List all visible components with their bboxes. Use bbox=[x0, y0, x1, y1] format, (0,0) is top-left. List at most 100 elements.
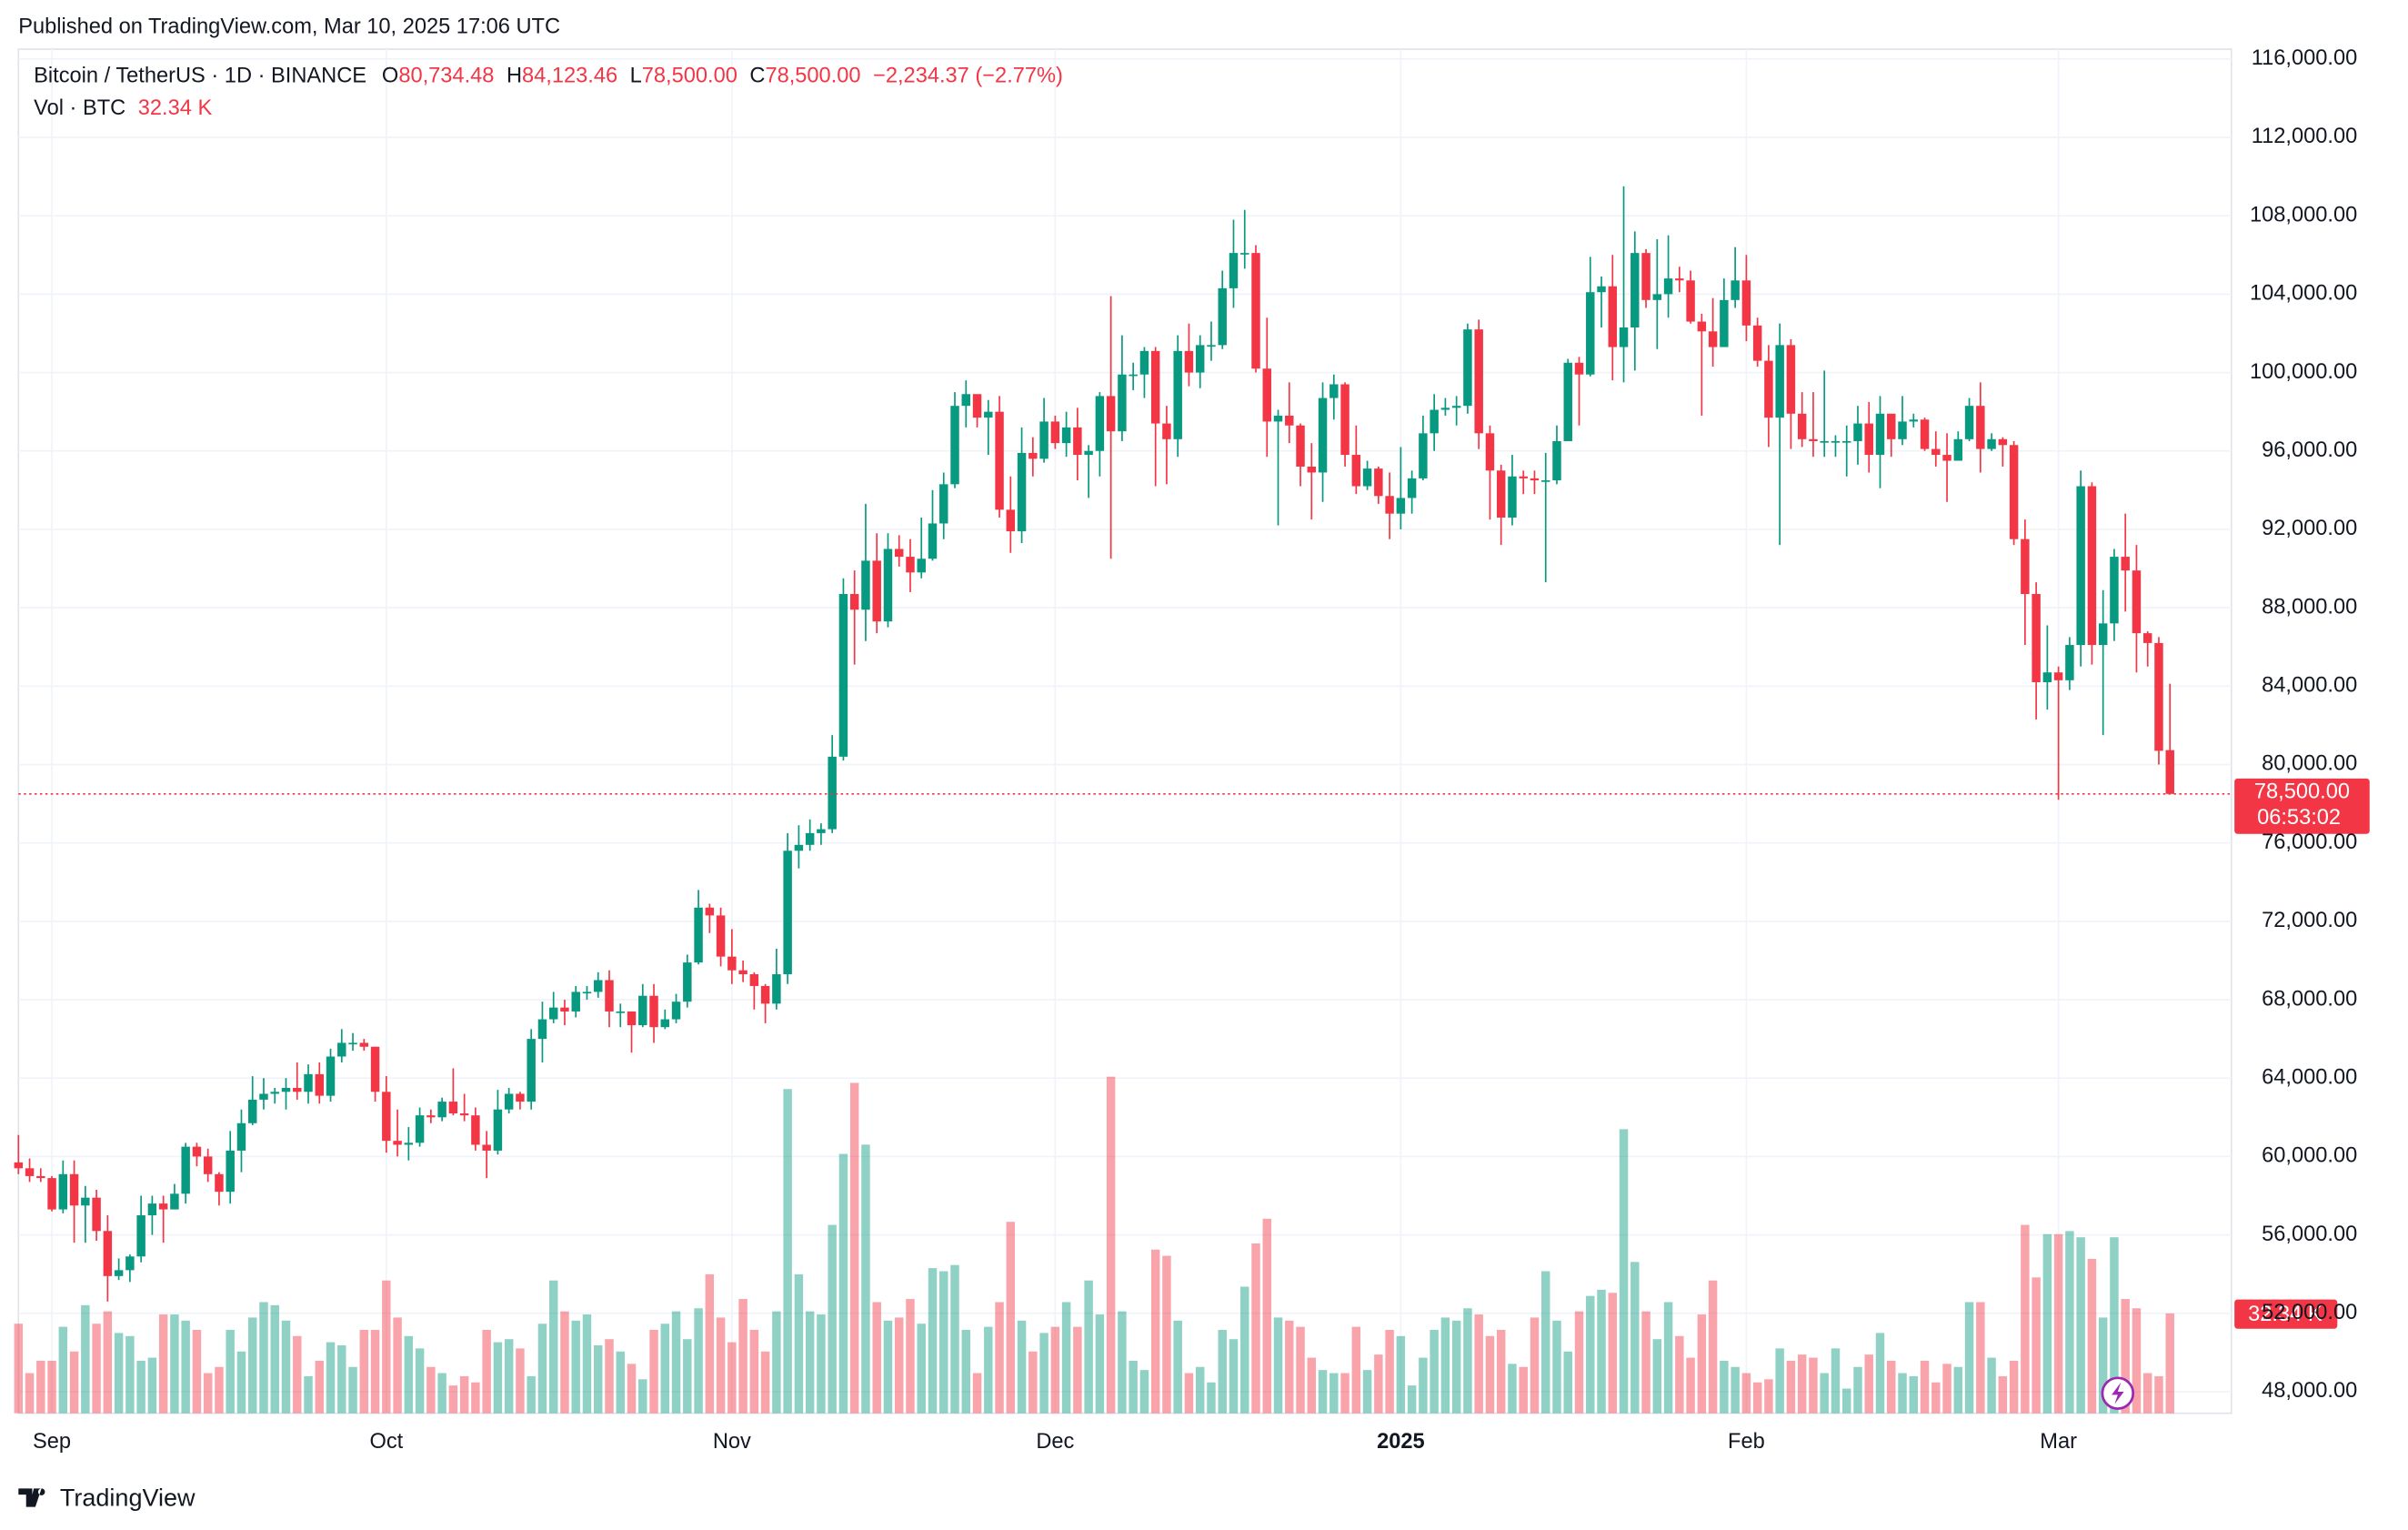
alert-icon[interactable] bbox=[2101, 1376, 2135, 1410]
candle-body bbox=[1006, 509, 1016, 532]
volume-bar bbox=[58, 1326, 68, 1414]
volume-value: 32.34 K bbox=[138, 96, 213, 120]
candle-body bbox=[872, 560, 881, 622]
candle-body bbox=[1485, 433, 1495, 471]
candle-body bbox=[2042, 672, 2052, 682]
candle-body bbox=[1362, 468, 1372, 487]
volume-bar bbox=[382, 1280, 391, 1414]
volume-bar bbox=[459, 1375, 469, 1414]
volume-bar bbox=[961, 1330, 971, 1414]
candle-body bbox=[805, 832, 815, 845]
legend-value: 78,500.00 bbox=[765, 65, 860, 88]
volume-bar bbox=[1407, 1385, 1417, 1414]
y-tick-label: 100,000.00 bbox=[2250, 360, 2357, 384]
x-tick-label: Mar bbox=[2040, 1430, 2077, 1454]
candle-body bbox=[972, 394, 982, 418]
candle-body bbox=[2087, 486, 2097, 646]
volume-bar bbox=[2065, 1231, 2074, 1414]
volume-bar bbox=[560, 1311, 569, 1414]
volume-bar bbox=[1597, 1289, 1606, 1414]
volume-bar bbox=[247, 1317, 257, 1414]
volume-bar bbox=[2132, 1308, 2142, 1414]
volume-bar bbox=[1942, 1364, 1951, 1414]
candle-body bbox=[203, 1156, 213, 1174]
volume-bar bbox=[928, 1268, 938, 1414]
candle-body bbox=[359, 1042, 369, 1047]
volume-bar bbox=[917, 1324, 926, 1414]
candle-body bbox=[1273, 415, 1283, 422]
volume-bar bbox=[114, 1333, 124, 1414]
candle-body bbox=[1106, 396, 1116, 432]
y-tick-label: 96,000.00 bbox=[2262, 438, 2357, 462]
volume-bar bbox=[1887, 1360, 1896, 1414]
volume-bar bbox=[426, 1366, 436, 1414]
volume-bar bbox=[1451, 1320, 1461, 1414]
candle-body bbox=[594, 980, 603, 992]
candle-body bbox=[1451, 406, 1461, 408]
candle-body bbox=[683, 962, 692, 1002]
candle-body bbox=[1374, 468, 1383, 497]
candle-body bbox=[393, 1141, 402, 1145]
volume-bar bbox=[1586, 1295, 1595, 1414]
volume-bar bbox=[605, 1339, 614, 1414]
volume-bar bbox=[1017, 1320, 1027, 1414]
volume-bar bbox=[594, 1344, 603, 1414]
candle-body bbox=[1039, 421, 1048, 459]
candle-body bbox=[103, 1231, 113, 1276]
volume-bar bbox=[972, 1373, 982, 1414]
candle-body bbox=[158, 1203, 168, 1210]
y-tick-label: 68,000.00 bbox=[2262, 987, 2357, 1011]
volume-bar bbox=[1775, 1348, 1784, 1414]
candle-body bbox=[1764, 360, 1773, 418]
volume-bar bbox=[794, 1273, 804, 1414]
candle-body bbox=[939, 484, 948, 524]
candle-body bbox=[1251, 253, 1260, 369]
candle-body bbox=[1987, 438, 1996, 449]
volume-bar bbox=[627, 1364, 637, 1414]
candle-body bbox=[1150, 350, 1160, 424]
volume-bar bbox=[348, 1366, 357, 1414]
volume-bar bbox=[25, 1373, 35, 1414]
volume-bar bbox=[995, 1302, 1004, 1414]
legend-key: H bbox=[507, 65, 522, 88]
volume-bar bbox=[705, 1273, 715, 1414]
volume-bar bbox=[805, 1311, 815, 1414]
volume-last-label: 32.34 K bbox=[2248, 1303, 2323, 1326]
volume-bar bbox=[2042, 1233, 2052, 1414]
candle-body bbox=[1440, 408, 1450, 410]
volume-bar bbox=[1875, 1333, 1885, 1414]
volume-bar bbox=[1574, 1311, 1584, 1414]
volume-bar bbox=[2142, 1373, 2152, 1414]
volume-bar bbox=[1318, 1370, 1328, 1414]
y-tick-label: 56,000.00 bbox=[2262, 1223, 2357, 1246]
candle-body bbox=[247, 1099, 257, 1123]
candle-body bbox=[1697, 321, 1707, 332]
volume-bar bbox=[1708, 1280, 1718, 1414]
candle-body bbox=[2098, 623, 2108, 646]
candle-body bbox=[1920, 419, 1930, 449]
candle-body bbox=[1574, 362, 1584, 375]
volume-bar bbox=[1563, 1351, 1572, 1414]
volume-bar bbox=[727, 1342, 737, 1414]
candle-body bbox=[1084, 450, 1093, 456]
volume-bar bbox=[1841, 1388, 1851, 1414]
volume-bar bbox=[1028, 1351, 1038, 1414]
candle-body bbox=[582, 991, 592, 994]
candle-body bbox=[1207, 345, 1216, 347]
volume-bar bbox=[1987, 1357, 1996, 1414]
volume-bar bbox=[1106, 1076, 1116, 1414]
candle-body bbox=[828, 756, 837, 830]
candle-body bbox=[370, 1046, 380, 1092]
candle-body bbox=[1541, 480, 1550, 482]
candle-body bbox=[1976, 406, 1985, 449]
volume-bar bbox=[1864, 1354, 1873, 1414]
candle-body bbox=[1296, 425, 1305, 467]
x-tick-label: Feb bbox=[1728, 1430, 1765, 1454]
candle-body bbox=[1652, 294, 1662, 300]
brand-logo bbox=[18, 1488, 45, 1507]
volume-bar bbox=[226, 1330, 235, 1414]
candle-body bbox=[337, 1042, 346, 1057]
volume-bar bbox=[437, 1373, 446, 1414]
candle-body bbox=[1931, 448, 1941, 456]
candle-body bbox=[1307, 466, 1317, 473]
